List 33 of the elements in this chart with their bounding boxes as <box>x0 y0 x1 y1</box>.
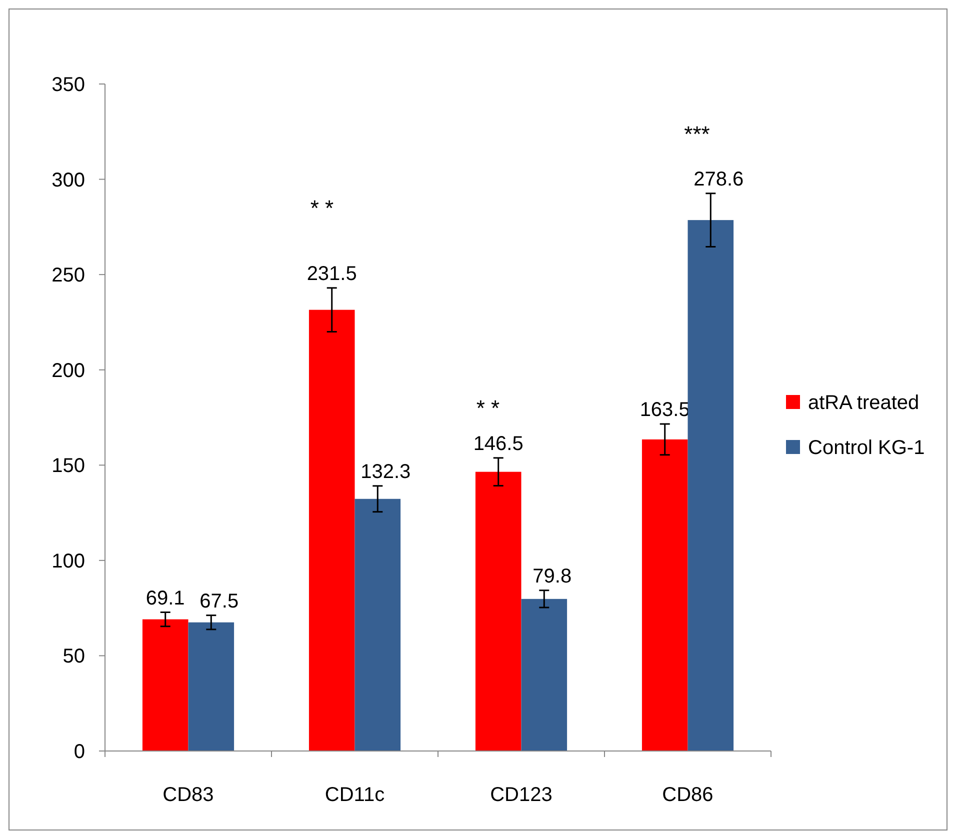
bar <box>642 439 688 751</box>
y-tick-label: 150 <box>52 455 85 478</box>
data-label: 231.5 <box>306 262 357 285</box>
x-tick-label: CD83 <box>162 784 214 806</box>
data-label: 146.5 <box>473 432 524 455</box>
data-label: 67.5 <box>200 590 239 612</box>
bar <box>188 622 234 751</box>
legend-label: atRA treated <box>808 392 920 414</box>
annotation: * * <box>310 196 334 221</box>
bar <box>475 472 522 751</box>
bar <box>521 598 568 751</box>
y-tick-label: 200 <box>52 360 85 382</box>
x-tick-label: CD123 <box>490 784 552 806</box>
data-label: 163.5 <box>640 398 690 421</box>
annotation: *** <box>684 122 710 147</box>
y-tick-label: 250 <box>52 264 85 287</box>
data-label: 69.1 <box>146 587 185 610</box>
data-label: 278.6 <box>694 168 744 190</box>
x-tick-label: CD11c <box>324 784 385 806</box>
y-tick-label: 50 <box>62 646 85 668</box>
data-label: 132.3 <box>360 460 411 483</box>
bar <box>142 619 188 751</box>
y-tick-label: 100 <box>52 550 85 572</box>
data-label: 79.8 <box>532 565 572 588</box>
bar <box>354 498 401 751</box>
bar <box>688 220 734 751</box>
y-tick-label: 0 <box>74 741 85 763</box>
x-tick-label: CD86 <box>662 784 714 806</box>
bar <box>308 310 355 751</box>
y-tick-label: 350 <box>52 74 85 96</box>
y-tick-label: 300 <box>52 169 85 192</box>
annotation: * * <box>476 396 500 421</box>
legend-label: Control KG-1 <box>808 437 925 459</box>
